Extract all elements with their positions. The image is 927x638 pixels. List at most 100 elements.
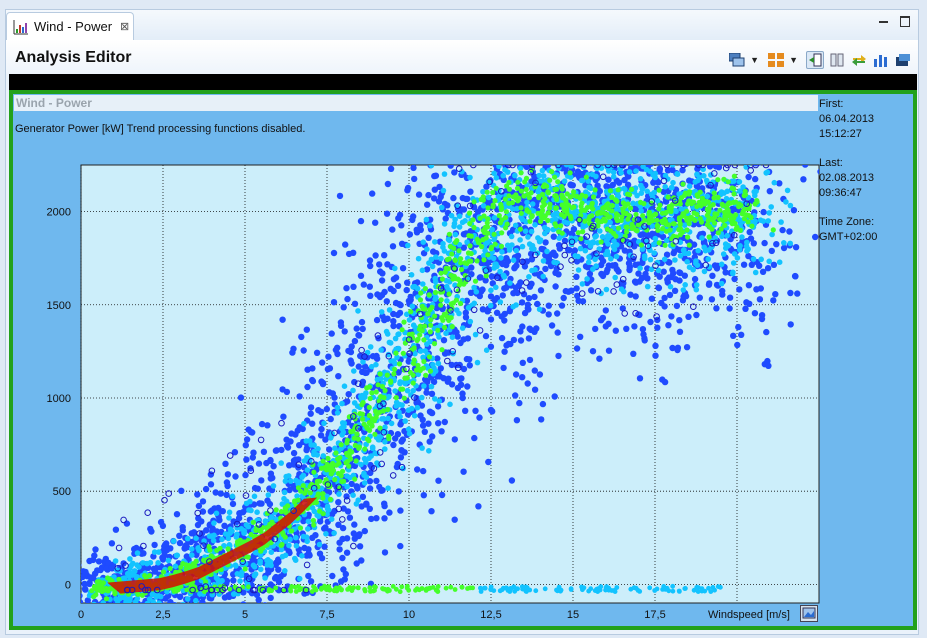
data-point-high (549, 169, 555, 175)
data-point-high (559, 202, 565, 208)
data-point-high (278, 509, 284, 515)
data-point-low (319, 359, 326, 366)
data-point-mid (507, 280, 513, 286)
data-point-mid (100, 600, 106, 603)
close-icon[interactable]: ⊠ (120, 21, 130, 33)
data-point-mid (301, 420, 307, 427)
data-point-low (531, 293, 538, 301)
data-point-low (647, 165, 654, 167)
data-point-mid (127, 595, 133, 602)
data-point-low (745, 282, 753, 289)
tab-wind-power[interactable]: Wind - Power ⊠ (6, 12, 134, 40)
data-point-low (589, 348, 597, 355)
data-point-mid (374, 450, 380, 457)
data-point-low (397, 542, 404, 550)
grid-icon[interactable] (767, 51, 785, 69)
data-point-low (738, 331, 745, 338)
data-point-mid (130, 560, 136, 567)
data-point-low (86, 579, 93, 587)
data-point-high (665, 194, 671, 200)
data-point-low (619, 154, 625, 160)
data-point-high (362, 446, 368, 452)
chevron-down-icon[interactable]: ▼ (750, 55, 760, 65)
data-point-mid (237, 578, 243, 584)
data-point-low (683, 154, 689, 160)
data-point-high (517, 226, 523, 232)
data-point-low (327, 415, 334, 423)
minimize-icon[interactable] (879, 21, 888, 23)
data-point-mid (175, 602, 178, 603)
data-point-high (335, 470, 341, 477)
data-point-high (353, 458, 359, 464)
data-point-high (535, 210, 541, 216)
data-point-high (375, 382, 381, 388)
data-point-low (697, 154, 703, 160)
data-point-low (501, 310, 508, 318)
data-point-low (506, 154, 512, 160)
data-point-low (560, 154, 566, 160)
data-point-low (342, 570, 349, 578)
data-point-low (476, 292, 483, 300)
data-point-mid (540, 173, 547, 179)
data-point-mid (153, 594, 159, 600)
data-point-mid (294, 493, 300, 499)
data-point-low (398, 156, 404, 162)
data-point-low (86, 557, 93, 565)
refresh-icon[interactable] (850, 51, 868, 69)
data-point-low (81, 577, 83, 583)
chevron-down-icon[interactable]: ▼ (789, 55, 798, 65)
data-point-high (401, 395, 407, 401)
columns-icon[interactable] (828, 51, 846, 69)
data-point-low (803, 154, 809, 160)
data-point-low (464, 195, 471, 203)
chart-icon[interactable] (872, 51, 890, 69)
data-point-low (249, 454, 256, 461)
data-point-low (482, 332, 490, 340)
data-point-high (423, 372, 429, 378)
data-point-low (239, 621, 245, 626)
export-icon[interactable] (894, 51, 912, 69)
data-point-low (403, 286, 410, 294)
data-point-mid (680, 247, 687, 254)
data-point-mid (412, 283, 418, 290)
data-point-high (613, 211, 620, 217)
data-point-high (456, 248, 462, 254)
data-point-low (287, 438, 294, 445)
data-point-mid (219, 536, 225, 543)
data-point-low (404, 187, 411, 194)
data-point-mid (787, 240, 793, 247)
data-point-low (81, 563, 82, 567)
data-point-low (667, 154, 673, 160)
data-point-low (641, 154, 647, 160)
data-point-low (367, 469, 374, 477)
data-point-mid (428, 165, 435, 169)
scatter-plot[interactable]: 0 2,5 5 7,5 10 12,5 15 17,50500100015002000Wind… (13, 94, 913, 626)
data-point-low (827, 220, 833, 226)
data-point-low (342, 241, 349, 248)
data-point-low (222, 611, 228, 617)
data-point-low (673, 302, 681, 310)
data-point-mid (603, 238, 610, 244)
data-point-mid (561, 178, 568, 184)
data-point-low (304, 366, 311, 373)
move-icon[interactable] (806, 51, 824, 69)
data-point-low (89, 575, 97, 582)
maximize-icon[interactable] (900, 16, 910, 27)
data-point-low (519, 374, 526, 381)
data-point-low (199, 609, 205, 615)
windows-icon[interactable] (728, 51, 746, 69)
data-point-high (499, 230, 505, 236)
data-point-high (422, 286, 428, 292)
data-point-high (366, 384, 372, 390)
data-point-mid (699, 235, 705, 241)
data-point-mid (491, 236, 497, 243)
data-point-mid (324, 503, 331, 510)
data-point-high (479, 244, 485, 250)
data-point-mid (193, 597, 199, 603)
data-point-high (311, 469, 317, 475)
data-point-mid (731, 251, 738, 257)
data-point-low (440, 375, 447, 382)
data-point-mid (684, 258, 690, 265)
data-point-low (378, 277, 386, 284)
data-point-low (231, 449, 239, 456)
